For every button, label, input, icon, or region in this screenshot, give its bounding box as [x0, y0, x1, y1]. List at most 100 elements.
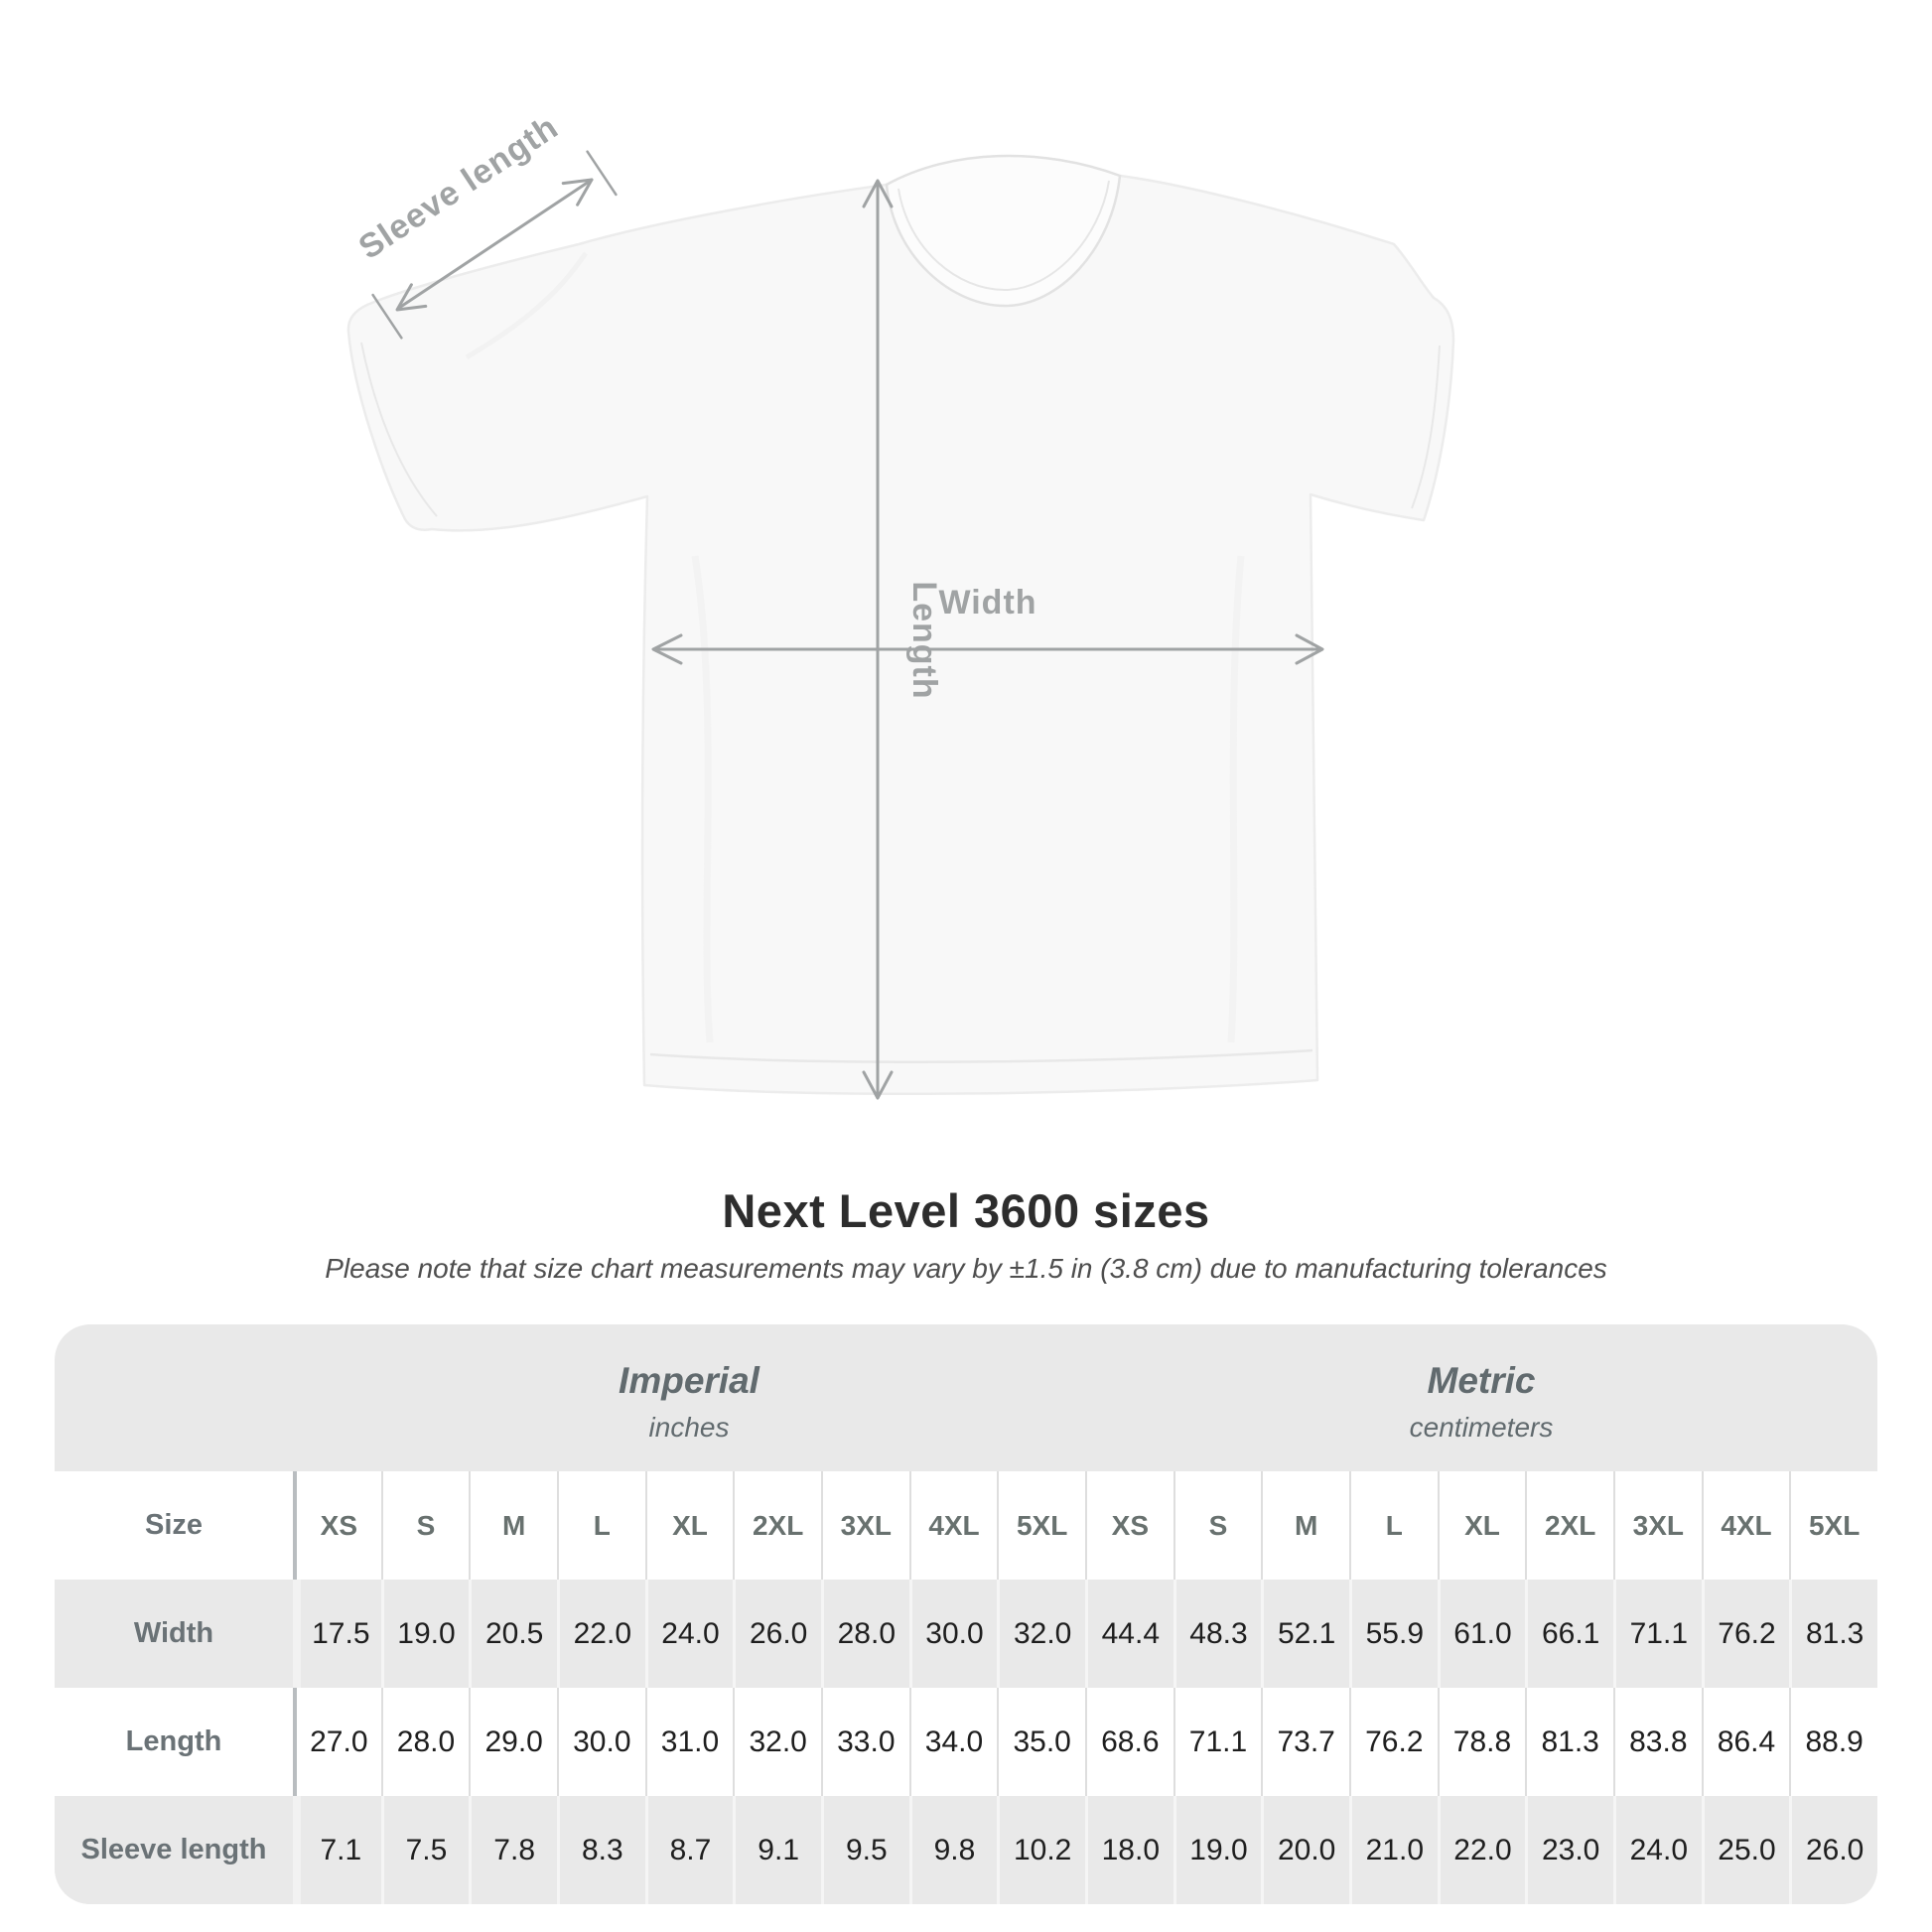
value-cell: 26.0	[1789, 1796, 1877, 1904]
value-cell: 24.0	[644, 1580, 734, 1688]
size-col-header: 4XL	[908, 1471, 998, 1580]
sleeve-length-row: Sleeve length 7.1 7.5 7.8 8.3 8.7 9.1 9.…	[55, 1796, 1877, 1904]
value-cell: 7.8	[469, 1796, 557, 1904]
value-cell: 9.1	[733, 1796, 821, 1904]
metric-group-unit: centimeters	[1409, 1412, 1554, 1443]
value-cell: 22.0	[556, 1580, 645, 1688]
value-cell: 71.1	[1173, 1688, 1262, 1796]
value-cell: 18.0	[1084, 1796, 1173, 1904]
value-cell: 81.3	[1525, 1688, 1613, 1796]
length-row: Length 27.0 28.0 29.0 30.0 31.0 32.0 33.…	[55, 1688, 1877, 1796]
imperial-group-unit: inches	[648, 1412, 730, 1443]
value-cell: 26.0	[733, 1580, 821, 1688]
value-cell: 55.9	[1348, 1580, 1438, 1688]
tshirt-body	[346, 154, 1455, 1096]
tolerance-note: Please note that size chart measurements…	[325, 1253, 1607, 1284]
value-cell: 52.1	[1261, 1580, 1349, 1688]
value-cell: 66.1	[1525, 1580, 1613, 1688]
value-cell: 21.0	[1348, 1796, 1438, 1904]
size-col-header: XL	[1437, 1471, 1526, 1580]
value-cell: 32.0	[997, 1580, 1085, 1688]
value-cell: 28.0	[380, 1688, 470, 1796]
size-col-header: M	[1261, 1471, 1349, 1580]
width-arrow	[651, 633, 1324, 665]
size-col-header: S	[380, 1471, 470, 1580]
size-col-header: 4XL	[1701, 1471, 1790, 1580]
value-cell: 30.0	[556, 1688, 645, 1796]
size-col-header: 2XL	[1525, 1471, 1613, 1580]
value-cell: 27.0	[293, 1688, 381, 1796]
size-header-label: Size	[144, 1509, 204, 1541]
value-cell: 7.1	[293, 1796, 381, 1904]
value-cell: 78.8	[1437, 1688, 1526, 1796]
value-cell: 35.0	[997, 1688, 1085, 1796]
value-cell: 19.0	[1173, 1796, 1262, 1904]
value-cell: 20.0	[1261, 1796, 1349, 1904]
value-cell: 23.0	[1525, 1796, 1613, 1904]
value-cell: 73.7	[1261, 1688, 1349, 1796]
value-cell: 30.0	[908, 1580, 998, 1688]
value-cell: 76.2	[1348, 1688, 1438, 1796]
value-cell: 22.0	[1437, 1796, 1526, 1904]
imperial-group-title: Imperial	[619, 1360, 759, 1401]
size-col-header: S	[1173, 1471, 1262, 1580]
value-cell: 8.7	[644, 1796, 734, 1904]
value-cell: 61.0	[1437, 1580, 1526, 1688]
size-col-header: 2XL	[733, 1471, 821, 1580]
size-header-row: Size XS S M L XL 2XL 3XL 4XL 5XL XS S M …	[55, 1471, 1877, 1580]
width-row: Width 17.5 19.0 20.5 22.0 24.0 26.0 28.0…	[55, 1580, 1877, 1688]
value-cell: 7.5	[380, 1796, 470, 1904]
value-cell: 86.4	[1701, 1688, 1790, 1796]
value-cell: 24.0	[1612, 1796, 1702, 1904]
value-cell: 48.3	[1173, 1580, 1262, 1688]
value-cell: 33.0	[820, 1688, 909, 1796]
length-label: Length	[905, 581, 943, 699]
value-cell: 9.5	[820, 1796, 909, 1904]
value-cell: 10.2	[997, 1796, 1085, 1904]
imperial-group-header: Imperial inches	[293, 1324, 1085, 1471]
width-label: Width	[938, 584, 1036, 621]
sleeve-length-arrow	[371, 150, 618, 340]
value-cell: 20.5	[469, 1580, 557, 1688]
group-header-spacer	[55, 1324, 293, 1471]
size-col-header: XS	[293, 1471, 381, 1580]
metric-group-title: Metric	[1427, 1360, 1536, 1401]
value-cell: 19.0	[380, 1580, 470, 1688]
value-cell: 83.8	[1612, 1688, 1702, 1796]
value-cell: 71.1	[1612, 1580, 1702, 1688]
page-title: Next Level 3600 sizes	[722, 1184, 1210, 1237]
value-cell: 32.0	[733, 1688, 821, 1796]
size-chart-table: Imperial inches Metric centimeters Size …	[55, 1324, 1877, 1904]
value-cell: 17.5	[293, 1580, 381, 1688]
size-col-header: 5XL	[997, 1471, 1085, 1580]
length-arrow	[862, 179, 894, 1100]
size-col-header: XS	[1084, 1471, 1173, 1580]
value-cell: 34.0	[908, 1688, 998, 1796]
metric-group-header: Metric centimeters	[1085, 1324, 1877, 1471]
value-cell: 9.8	[908, 1796, 998, 1904]
value-cell: 25.0	[1701, 1796, 1790, 1904]
length-row-label: Length	[125, 1725, 222, 1757]
value-cell: 81.3	[1789, 1580, 1877, 1688]
value-cell: 31.0	[644, 1688, 734, 1796]
size-col-header: L	[556, 1471, 645, 1580]
tshirt-figure: Sleeve length Length Width	[346, 108, 1455, 1100]
sleeve-length-label: Sleeve length	[352, 108, 566, 267]
sleeve-length-row-label: Sleeve length	[80, 1834, 267, 1865]
size-col-header: 3XL	[1612, 1471, 1702, 1580]
width-row-label: Width	[133, 1617, 214, 1649]
value-cell: 29.0	[469, 1688, 557, 1796]
size-col-header: M	[469, 1471, 557, 1580]
size-col-header: 3XL	[820, 1471, 909, 1580]
size-col-header: L	[1348, 1471, 1438, 1580]
value-cell: 44.4	[1084, 1580, 1173, 1688]
size-col-header: XL	[644, 1471, 734, 1580]
value-cell: 88.9	[1789, 1688, 1877, 1796]
value-cell: 8.3	[556, 1796, 645, 1904]
unit-group-header-row: Imperial inches Metric centimeters	[55, 1324, 1877, 1471]
size-col-header: 5XL	[1789, 1471, 1877, 1580]
value-cell: 28.0	[820, 1580, 909, 1688]
value-cell: 68.6	[1084, 1688, 1173, 1796]
value-cell: 76.2	[1701, 1580, 1790, 1688]
